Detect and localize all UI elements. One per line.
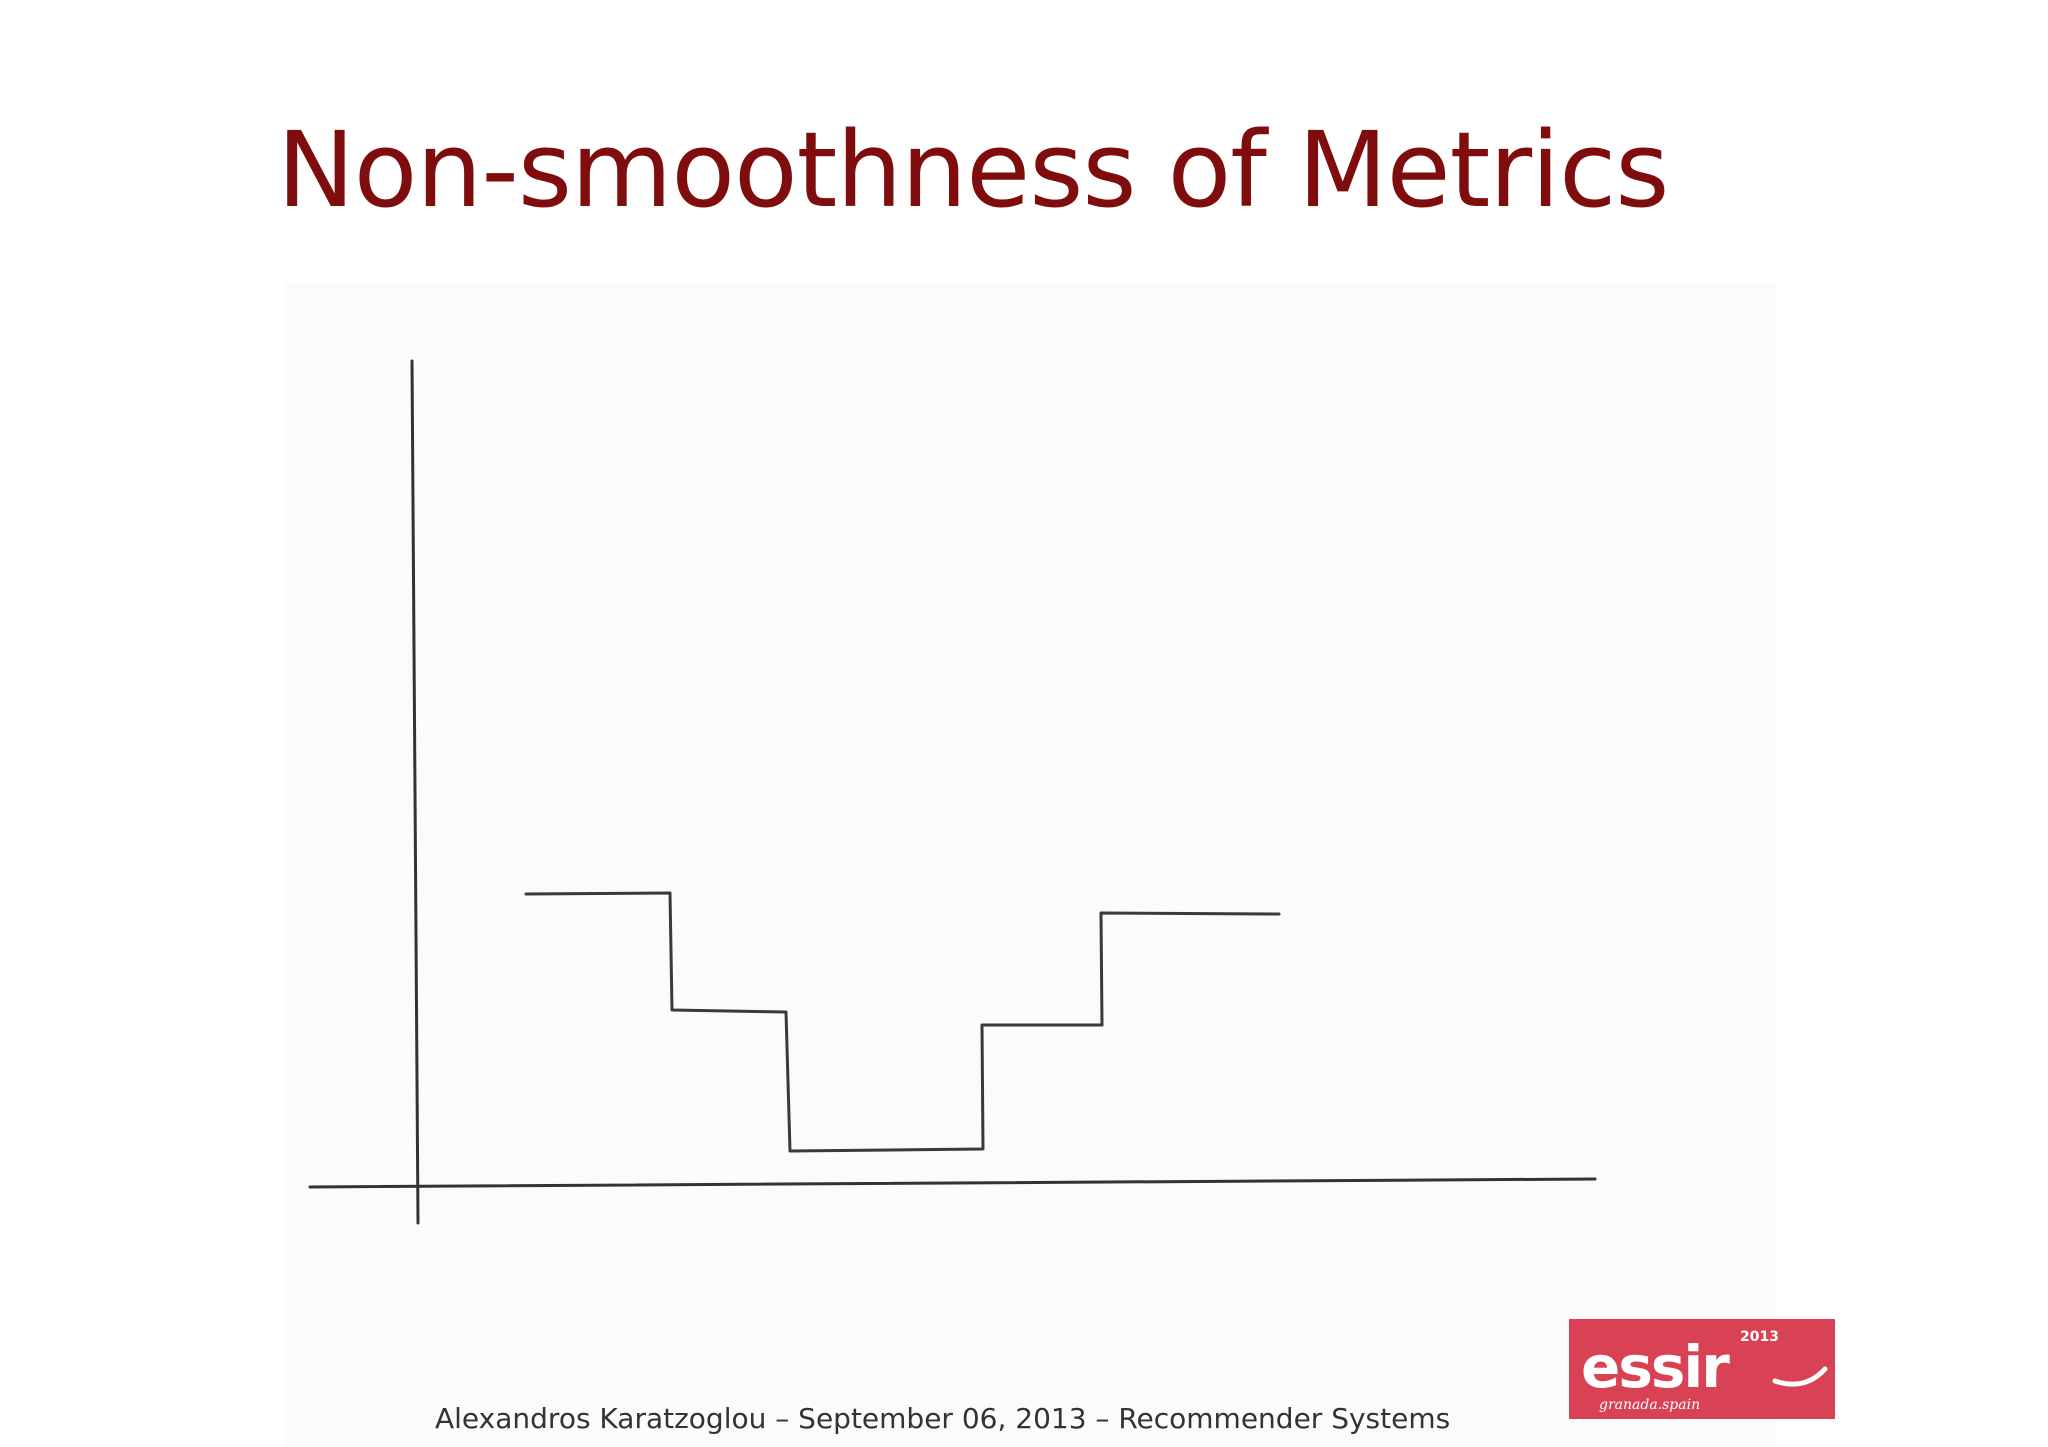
x-axis-line — [308, 1177, 1597, 1189]
sketch-svg — [308, 359, 1597, 1225]
essir-logo: 2013 essir granada.spain — [1569, 1319, 1835, 1419]
logo-wordmark: essir — [1581, 1333, 1730, 1401]
y-axis-line — [410, 359, 420, 1225]
slide-title: Non-smoothness of Metrics — [277, 109, 1669, 231]
essir-logo-graphic: 2013 essir granada.spain — [1581, 1329, 1828, 1413]
logo-tagline: granada.spain — [1599, 1397, 1700, 1413]
sketch-figure — [283, 282, 1775, 1447]
footer-text: Alexandros Karatzoglou – September 06, 2… — [435, 1402, 1451, 1435]
logo-year: 2013 — [1740, 1329, 1779, 1345]
step-function-curve — [524, 891, 1281, 1153]
logo-swoosh — [1772, 1366, 1828, 1387]
